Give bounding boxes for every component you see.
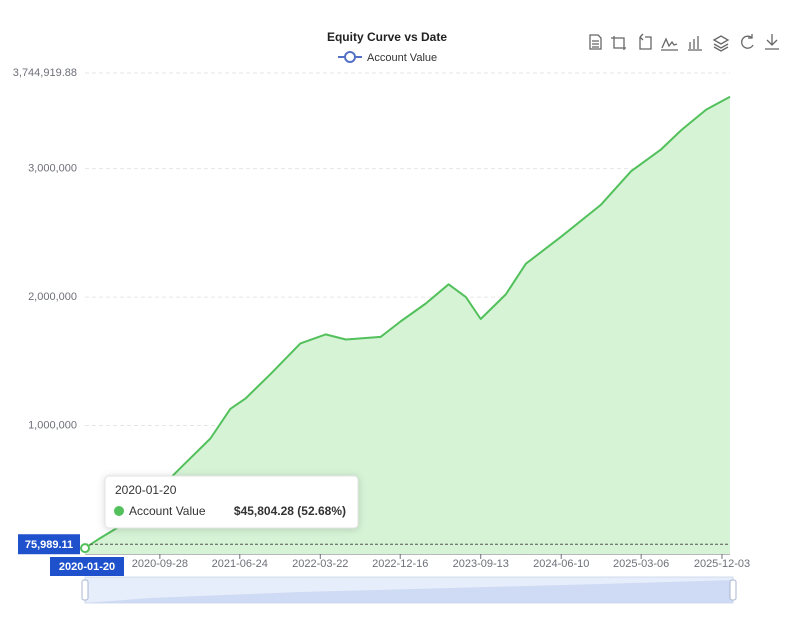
area <box>85 96 730 555</box>
y-pointer-label: 75,989.11 <box>25 539 73 551</box>
tooltip: 2020-01-20 Account Value $45,804.28 (52.68… <box>104 475 359 529</box>
x-tick-label: 2023-09-13 <box>453 558 509 570</box>
chart-title: Equity Curve vs Date <box>327 30 447 44</box>
overlay: 75,989.11 2020-01-20 2020-01-20 Account Val… <box>18 475 730 576</box>
tool-restore[interactable] <box>741 34 754 49</box>
tool-bar[interactable] <box>688 36 702 51</box>
zoom-handle-right[interactable] <box>729 579 737 601</box>
tool-stack[interactable] <box>712 35 730 52</box>
x-pointer-label: 2020-01-20 <box>59 561 115 573</box>
x-tick-label: 2021-06-24 <box>212 558 268 570</box>
x-tick-label: 2022-03-22 <box>292 558 348 570</box>
tooltip-title: 2020-01-20 <box>115 483 177 497</box>
zoom-handle-left[interactable] <box>81 579 89 601</box>
line <box>84 95 731 549</box>
tool-zoom[interactable] <box>611 36 626 50</box>
y-tick-label: 3,744,919.88 <box>13 67 77 79</box>
y-pointer-label-bg <box>18 534 80 555</box>
x-tick-label: 2025-12-03 <box>694 558 750 570</box>
tooltip-marker <box>114 506 124 516</box>
tooltip-name: Account Value <box>129 504 206 518</box>
x-tick-label: 2025-03-06 <box>613 558 669 570</box>
zoom-preview <box>85 580 733 603</box>
tooltip-bg <box>104 475 359 529</box>
data-zoom[interactable] <box>81 576 737 604</box>
y-tick-label: 1,000,000 <box>28 419 77 431</box>
x-tick-label: 2022-12-16 <box>372 558 428 570</box>
legend-item[interactable]: Account Value <box>338 51 437 64</box>
toolbox <box>589 33 779 52</box>
tool-data-view[interactable] <box>589 34 602 50</box>
y-tick-label: 2,000,000 <box>28 291 77 303</box>
tool-line[interactable] <box>661 37 678 51</box>
x-tick-label: 2020-09-28 <box>132 558 188 570</box>
highlight-point <box>80 543 90 554</box>
tooltip-value: $45,804.28 (52.68%) <box>234 504 346 518</box>
y-tick-label: 3,000,000 <box>28 163 77 175</box>
plot-area: 1,000,000 2,000,000 3,000,000 3,744,919.88 2… <box>13 67 750 570</box>
legend-label: Account Value <box>367 52 437 64</box>
x-pointer-label-bg <box>50 557 124 576</box>
legend-symbol <box>344 51 356 63</box>
tool-zoom-reset[interactable] <box>639 33 652 50</box>
x-tick-label: 2024-06-10 <box>533 558 589 570</box>
tool-save[interactable] <box>765 34 779 50</box>
